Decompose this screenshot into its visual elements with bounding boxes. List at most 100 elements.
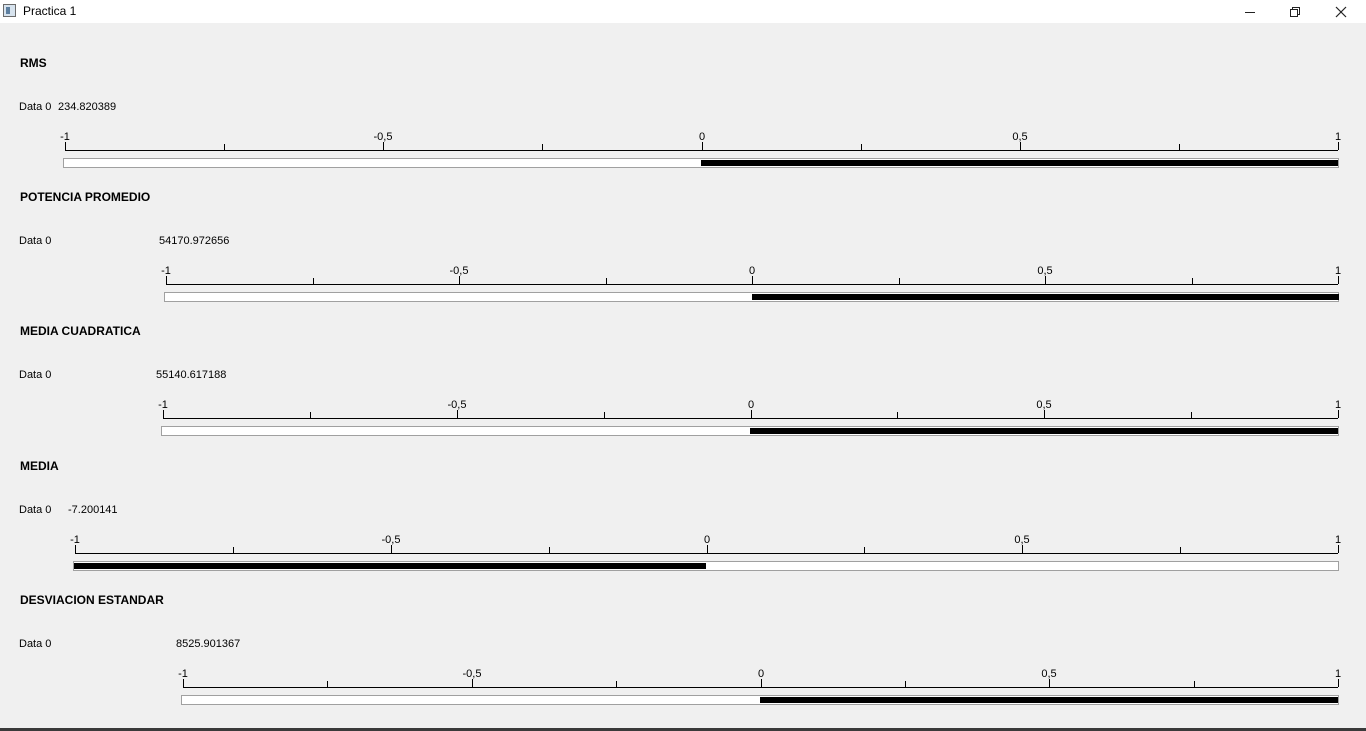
scale-tick-label: 0,5: [1041, 668, 1057, 680]
scale-tick: [542, 144, 543, 150]
data-value: -7.200141: [68, 504, 118, 516]
scale-tick: [183, 679, 184, 687]
scale-tick: [459, 276, 460, 284]
scale-axis-line: [163, 418, 1338, 419]
scale-tick-label: 0: [747, 399, 755, 411]
data-label: Data 0: [19, 504, 52, 516]
scale-tick-label: 0,5: [1037, 265, 1053, 277]
meter-scale: -1 -0,5 0 0,5 1: [158, 399, 1342, 419]
scale-tick-label: -0,5: [373, 131, 393, 143]
scale-tick-label: 0: [748, 265, 756, 277]
scale-tick-label: 1: [1334, 265, 1342, 277]
scale-tick: [1192, 278, 1193, 284]
meter-title: MEDIA: [20, 459, 59, 473]
scale-tick: [163, 410, 164, 418]
meter-title: DESVIACION ESTANDAR: [20, 593, 164, 607]
scale-tick: [861, 144, 862, 150]
scale-axis-line: [166, 284, 1338, 285]
scale-tick: [604, 412, 605, 418]
scale-tick: [1191, 412, 1192, 418]
scale-tick-label: 0: [698, 131, 706, 143]
meter-bar-fill: [750, 428, 1338, 434]
scale-tick: [457, 410, 458, 418]
scale-tick-label: -1: [161, 265, 171, 277]
scale-tick: [1338, 545, 1339, 553]
scale-tick-label: 1: [1334, 534, 1342, 546]
meter-title: MEDIA CUADRATICA: [20, 324, 141, 338]
scale-tick-label: -0,5: [381, 534, 401, 546]
scale-tick: [1020, 142, 1021, 150]
scale-tick-label: 0: [703, 534, 711, 546]
meter-scale: -1 -0,5 0 0,5 1: [70, 534, 1342, 554]
scale-tick-label: 1: [1334, 668, 1342, 680]
scale-tick: [383, 142, 384, 150]
data-label: Data 0: [19, 101, 52, 113]
scale-tick-label: -1: [70, 534, 80, 546]
meter-bar: [181, 695, 1339, 705]
scale-tick: [1338, 679, 1339, 687]
window-title: Practica 1: [23, 4, 77, 18]
restore-button[interactable]: [1272, 0, 1318, 23]
data-label: Data 0: [19, 235, 52, 247]
scale-tick: [1180, 547, 1181, 553]
scale-tick: [1044, 410, 1045, 418]
scale-tick-label: 0: [757, 668, 765, 680]
meter-bar: [161, 426, 1339, 436]
scale-tick: [899, 278, 900, 284]
scale-tick: [224, 144, 225, 150]
window-bottom-border: [0, 728, 1366, 731]
scale-tick-label: -1: [60, 131, 70, 143]
close-button[interactable]: [1318, 0, 1364, 23]
title-bar[interactable]: Practica 1: [0, 0, 1366, 23]
data-value: 8525.901367: [176, 638, 241, 650]
data-value: 54170.972656: [159, 235, 230, 247]
scale-tick: [313, 278, 314, 284]
scale-tick-label: 1: [1334, 131, 1342, 143]
scale-tick: [1194, 681, 1195, 687]
scale-tick: [1338, 142, 1339, 150]
meter-title: RMS: [20, 56, 47, 70]
scale-tick-label: 0,5: [1014, 534, 1030, 546]
data-label: Data 0: [19, 638, 52, 650]
scale-tick-label: -0,5: [447, 399, 467, 411]
scale-tick-label: 0,5: [1036, 399, 1052, 411]
minimize-icon: [1245, 11, 1255, 13]
meter-bar-fill: [74, 563, 706, 569]
scale-tick: [65, 142, 66, 150]
restore-icon: [1290, 6, 1300, 17]
scale-tick: [75, 545, 76, 553]
scale-tick: [897, 412, 898, 418]
scale-tick: [166, 276, 167, 284]
scale-tick: [751, 410, 752, 418]
data-label: Data 0: [19, 369, 52, 381]
meter-scale: -1 -0,5 0 0,5 1: [60, 131, 1342, 151]
meter-bar: [73, 561, 1339, 571]
meter-bar-fill: [701, 160, 1338, 166]
scale-tick: [702, 142, 703, 150]
scale-tick-label: 1: [1334, 399, 1342, 411]
scale-tick: [327, 681, 328, 687]
scale-tick-label: -1: [158, 399, 168, 411]
scale-tick: [606, 278, 607, 284]
scale-tick: [310, 412, 311, 418]
meter-title: POTENCIA PROMEDIO: [20, 190, 151, 204]
scale-tick: [1022, 545, 1023, 553]
scale-tick: [1338, 276, 1339, 284]
scale-tick: [707, 545, 708, 553]
scale-tick: [1338, 410, 1339, 418]
close-icon: [1335, 6, 1347, 17]
meter-bar: [63, 158, 1339, 168]
scale-tick: [1179, 144, 1180, 150]
scale-tick: [752, 276, 753, 284]
meter-scale: -1 -0,5 0 0,5 1: [178, 668, 1342, 688]
scale-tick: [616, 681, 617, 687]
app-window-icon: [3, 4, 16, 17]
scale-tick-label: -1: [178, 668, 188, 680]
scale-axis-line: [183, 687, 1338, 688]
scale-tick: [233, 547, 234, 553]
minimize-button[interactable]: [1227, 0, 1273, 23]
data-value: 55140.617188: [156, 369, 227, 381]
scale-tick: [1049, 679, 1050, 687]
meter-scale: -1 -0,5 0 0,5 1: [161, 265, 1342, 285]
meter-bar-fill: [760, 697, 1338, 703]
